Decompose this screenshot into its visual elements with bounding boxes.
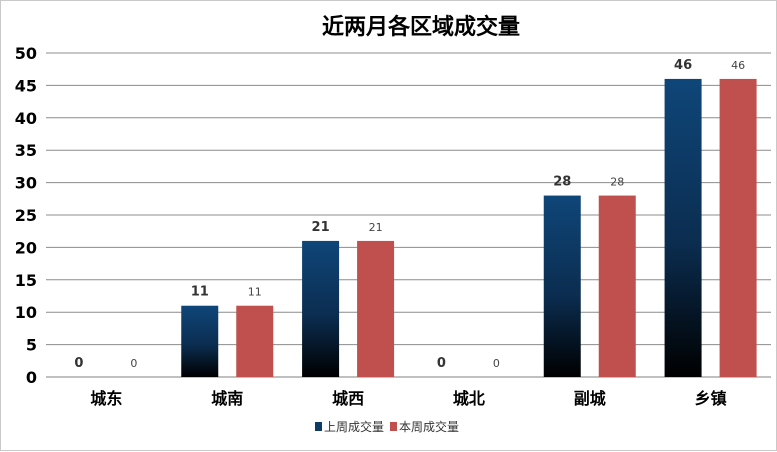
legend-entry: 上周成交量	[324, 419, 384, 434]
data-label: 46	[674, 58, 692, 73]
bar-last-week	[543, 195, 581, 377]
y-tick-label: 40	[15, 109, 37, 128]
x-axis-ticks: 城东 城南 城西 城北 副城 乡镇	[90, 389, 726, 408]
y-tick-label: 5	[26, 336, 37, 355]
y-tick-label: 0	[26, 368, 37, 387]
data-label: 21	[312, 220, 330, 235]
bar-this-week	[236, 305, 274, 377]
y-tick-label: 45	[15, 76, 37, 95]
data-label: 0	[437, 356, 446, 371]
data-label: 21	[369, 221, 383, 234]
y-tick-label: 50	[15, 44, 37, 63]
legend-swatch	[390, 422, 397, 431]
y-tick-label: 15	[15, 271, 37, 290]
bars	[181, 78, 757, 378]
data-label: 28	[553, 175, 571, 190]
x-tick-label: 乡镇	[695, 389, 727, 408]
bar-last-week	[181, 305, 219, 377]
data-label: 0	[493, 357, 500, 370]
bar-this-week	[598, 195, 636, 377]
bar-this-week	[357, 240, 395, 377]
y-tick-label: 10	[15, 303, 37, 322]
data-label: 46	[731, 59, 745, 72]
bar-this-week	[719, 78, 757, 378]
bar-last-week	[664, 78, 702, 378]
chart-title: 近两月各区域成交量	[322, 14, 520, 40]
data-labels: 0 0 11 11 21 21 0 0 28 28 46 46	[74, 58, 745, 371]
gridlines	[46, 52, 771, 378]
y-axis-ticks: 0 5 10 15 20 25 30 35 40 45 50	[15, 44, 37, 387]
x-tick-label: 城北	[453, 389, 485, 408]
x-tick-label: 城东	[90, 389, 122, 408]
data-label: 11	[248, 286, 262, 299]
y-tick-label: 25	[15, 206, 37, 225]
data-label: 28	[610, 176, 624, 189]
y-tick-label: 30	[15, 174, 37, 193]
legend-swatch	[315, 422, 322, 431]
legend: 上周成交量 本周成交量	[315, 419, 459, 434]
x-tick-label: 副城	[574, 389, 606, 408]
legend-entry: 本周成交量	[399, 419, 459, 434]
y-tick-label: 20	[15, 238, 37, 257]
data-label: 11	[191, 285, 209, 300]
y-tick-label: 35	[15, 141, 37, 160]
x-tick-label: 城南	[211, 389, 243, 408]
data-label: 0	[130, 357, 137, 370]
data-label: 0	[74, 356, 83, 371]
x-tick-label: 城西	[332, 389, 364, 408]
bar-last-week	[302, 240, 340, 377]
